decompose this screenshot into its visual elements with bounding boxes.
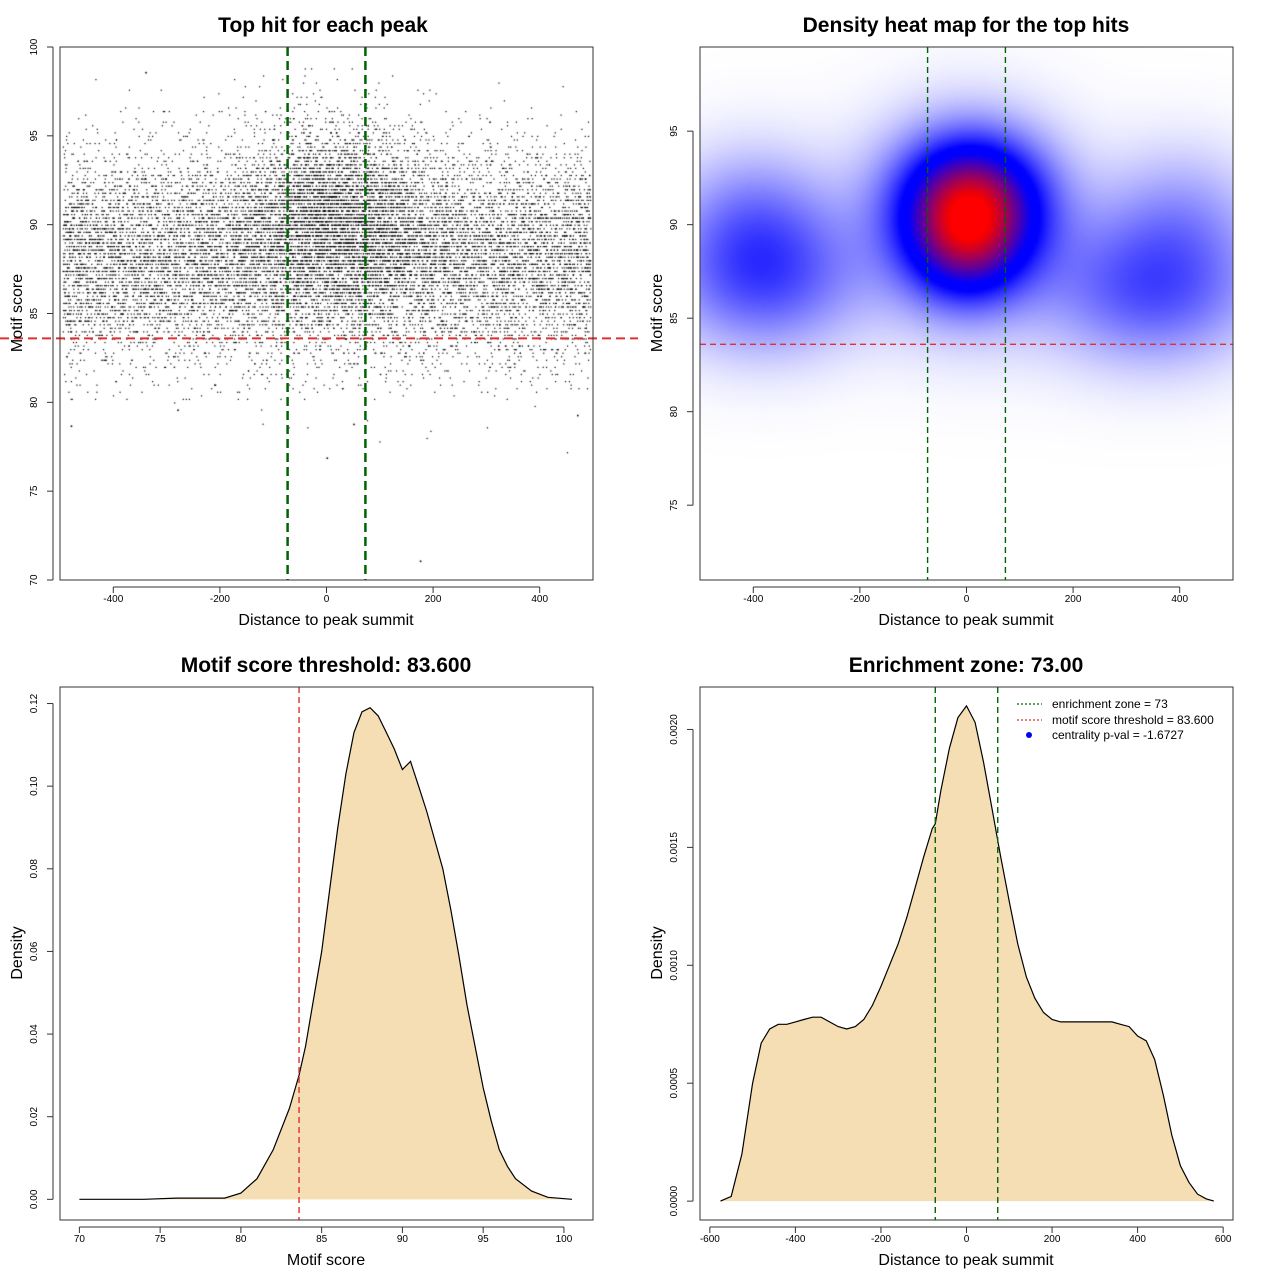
heatmap-plot-frame xyxy=(699,46,1234,581)
distance-y-tick-label: 0.0015 xyxy=(669,832,680,863)
heatmap-x-axis-label: Distance to peak summit xyxy=(878,612,1054,629)
distance-x-tick-label: 400 xyxy=(1129,1234,1146,1245)
scatter-y-axis-label: Motif score xyxy=(9,274,26,352)
scatter-x-tick-label: -200 xyxy=(210,594,230,605)
heatmap-y-axis-label: Motif score xyxy=(649,274,666,352)
score-density-fill xyxy=(79,707,573,1200)
legend-enrichment-zone-label: enrichment zone = 73 xyxy=(1052,697,1168,711)
score-density-plot-frame xyxy=(59,686,594,1221)
scatter-points-image xyxy=(60,47,593,580)
score-y-tick-label: 0.08 xyxy=(29,859,40,879)
scatter-y-tick-label: 80 xyxy=(29,396,40,408)
heatmap-y-tick-label: 95 xyxy=(669,125,680,137)
distance-y-tick-label: 0.0000 xyxy=(669,1185,680,1216)
heatmap-x-tick-label: -200 xyxy=(850,594,870,605)
distance-x-tick-label: 0 xyxy=(964,1234,970,1245)
heatmap-x-tick-label: 400 xyxy=(1171,594,1188,605)
legend-centrality-dot xyxy=(1026,732,1032,738)
distance-density-legend: enrichment zone = 73 motif score thresho… xyxy=(1017,697,1214,742)
score-density-curve xyxy=(79,706,573,1200)
distance-density-title: Enrichment zone: 73.00 xyxy=(849,654,1084,677)
score-x-tick-label: 75 xyxy=(155,1234,167,1245)
legend-centrality-label: centrality p-val = -1.6727 xyxy=(1052,728,1184,742)
scatter-x-tick-label: 0 xyxy=(324,594,330,605)
score-x-tick-label: 85 xyxy=(316,1234,328,1245)
heatmap-y-tick-label: 80 xyxy=(669,406,680,418)
score-y-tick-label: 0.06 xyxy=(29,941,40,961)
score-density-title: Motif score threshold: 83.600 xyxy=(181,654,472,677)
distance-density-y-axis-label: Density xyxy=(649,926,666,979)
distance-density-panel: Enrichment zone: 73.00 -600 -400 -200 0 200 4… xyxy=(649,654,1234,1269)
heatmap-y-tick-label: 90 xyxy=(669,219,680,231)
scatter-x-axis-label: Distance to peak summit xyxy=(238,612,414,629)
heatmap-panel: Density heat map for the top hits -400 -2… xyxy=(649,14,1234,629)
heatmap-x-tick-label: -400 xyxy=(743,594,763,605)
scatter-y-tick-label: 85 xyxy=(29,308,40,320)
distance-x-tick-label: -600 xyxy=(700,1234,720,1245)
score-y-tick-label: 0.00 xyxy=(29,1189,40,1209)
heatmap-x-tick-label: 0 xyxy=(964,594,970,605)
distance-density-fill xyxy=(720,705,1214,1202)
score-y-tick-label: 0.10 xyxy=(29,776,40,796)
distance-density-x-axis-label: Distance to peak summit xyxy=(878,1252,1054,1269)
scatter-x-tick-label: 200 xyxy=(425,594,442,605)
scatter-y-tick-label: 90 xyxy=(29,219,40,231)
score-x-tick-label: 100 xyxy=(556,1234,573,1245)
distance-y-tick-label: 0.0020 xyxy=(669,714,680,745)
scatter-title: Top hit for each peak xyxy=(218,14,428,37)
scatter-panel: Top hit for each peak -400 -200 0 200 400 70 7… xyxy=(0,14,638,629)
heatmap-x-tick-label: 200 xyxy=(1065,594,1082,605)
score-density-x-axis-label: Motif score xyxy=(287,1252,365,1269)
distance-density-curve xyxy=(720,704,1214,1202)
heatmap-y-tick-label: 85 xyxy=(669,312,680,324)
distance-x-tick-label: 200 xyxy=(1044,1234,1061,1245)
scatter-x-tick-label: 400 xyxy=(531,594,548,605)
scatter-y-tick-label: 75 xyxy=(29,485,40,497)
score-x-tick-label: 80 xyxy=(235,1234,247,1245)
score-y-tick-label: 0.04 xyxy=(29,1024,40,1044)
heatmap-y-tick-label: 75 xyxy=(669,499,680,511)
scatter-x-tick-label: -400 xyxy=(103,594,123,605)
score-y-tick-label: 0.02 xyxy=(29,1107,40,1127)
score-density-panel: Motif score threshold: 83.600 70 75 80 85 90… xyxy=(9,654,594,1269)
scatter-y-tick-label: 100 xyxy=(29,38,40,55)
heatmap-title: Density heat map for the top hits xyxy=(803,14,1130,37)
heatmap-density-image xyxy=(700,47,1233,580)
score-x-tick-label: 95 xyxy=(478,1234,490,1245)
scatter-y-tick-label: 95 xyxy=(29,130,40,142)
score-y-tick-label: 0.12 xyxy=(29,693,40,713)
distance-x-tick-label: -200 xyxy=(871,1234,891,1245)
score-x-tick-label: 70 xyxy=(74,1234,86,1245)
score-x-tick-label: 90 xyxy=(397,1234,409,1245)
distance-y-tick-label: 0.0010 xyxy=(669,950,680,981)
distance-density-plot-frame xyxy=(699,686,1234,1221)
legend-threshold-label: motif score threshold = 83.600 xyxy=(1052,713,1214,727)
distance-y-tick-label: 0.0005 xyxy=(669,1067,680,1098)
distance-x-tick-label: -400 xyxy=(785,1234,805,1245)
scatter-y-tick-label: 70 xyxy=(29,574,40,586)
score-density-y-axis-label: Density xyxy=(9,926,26,979)
scatter-plot-frame xyxy=(59,46,594,581)
distance-x-tick-label: 600 xyxy=(1215,1234,1232,1245)
